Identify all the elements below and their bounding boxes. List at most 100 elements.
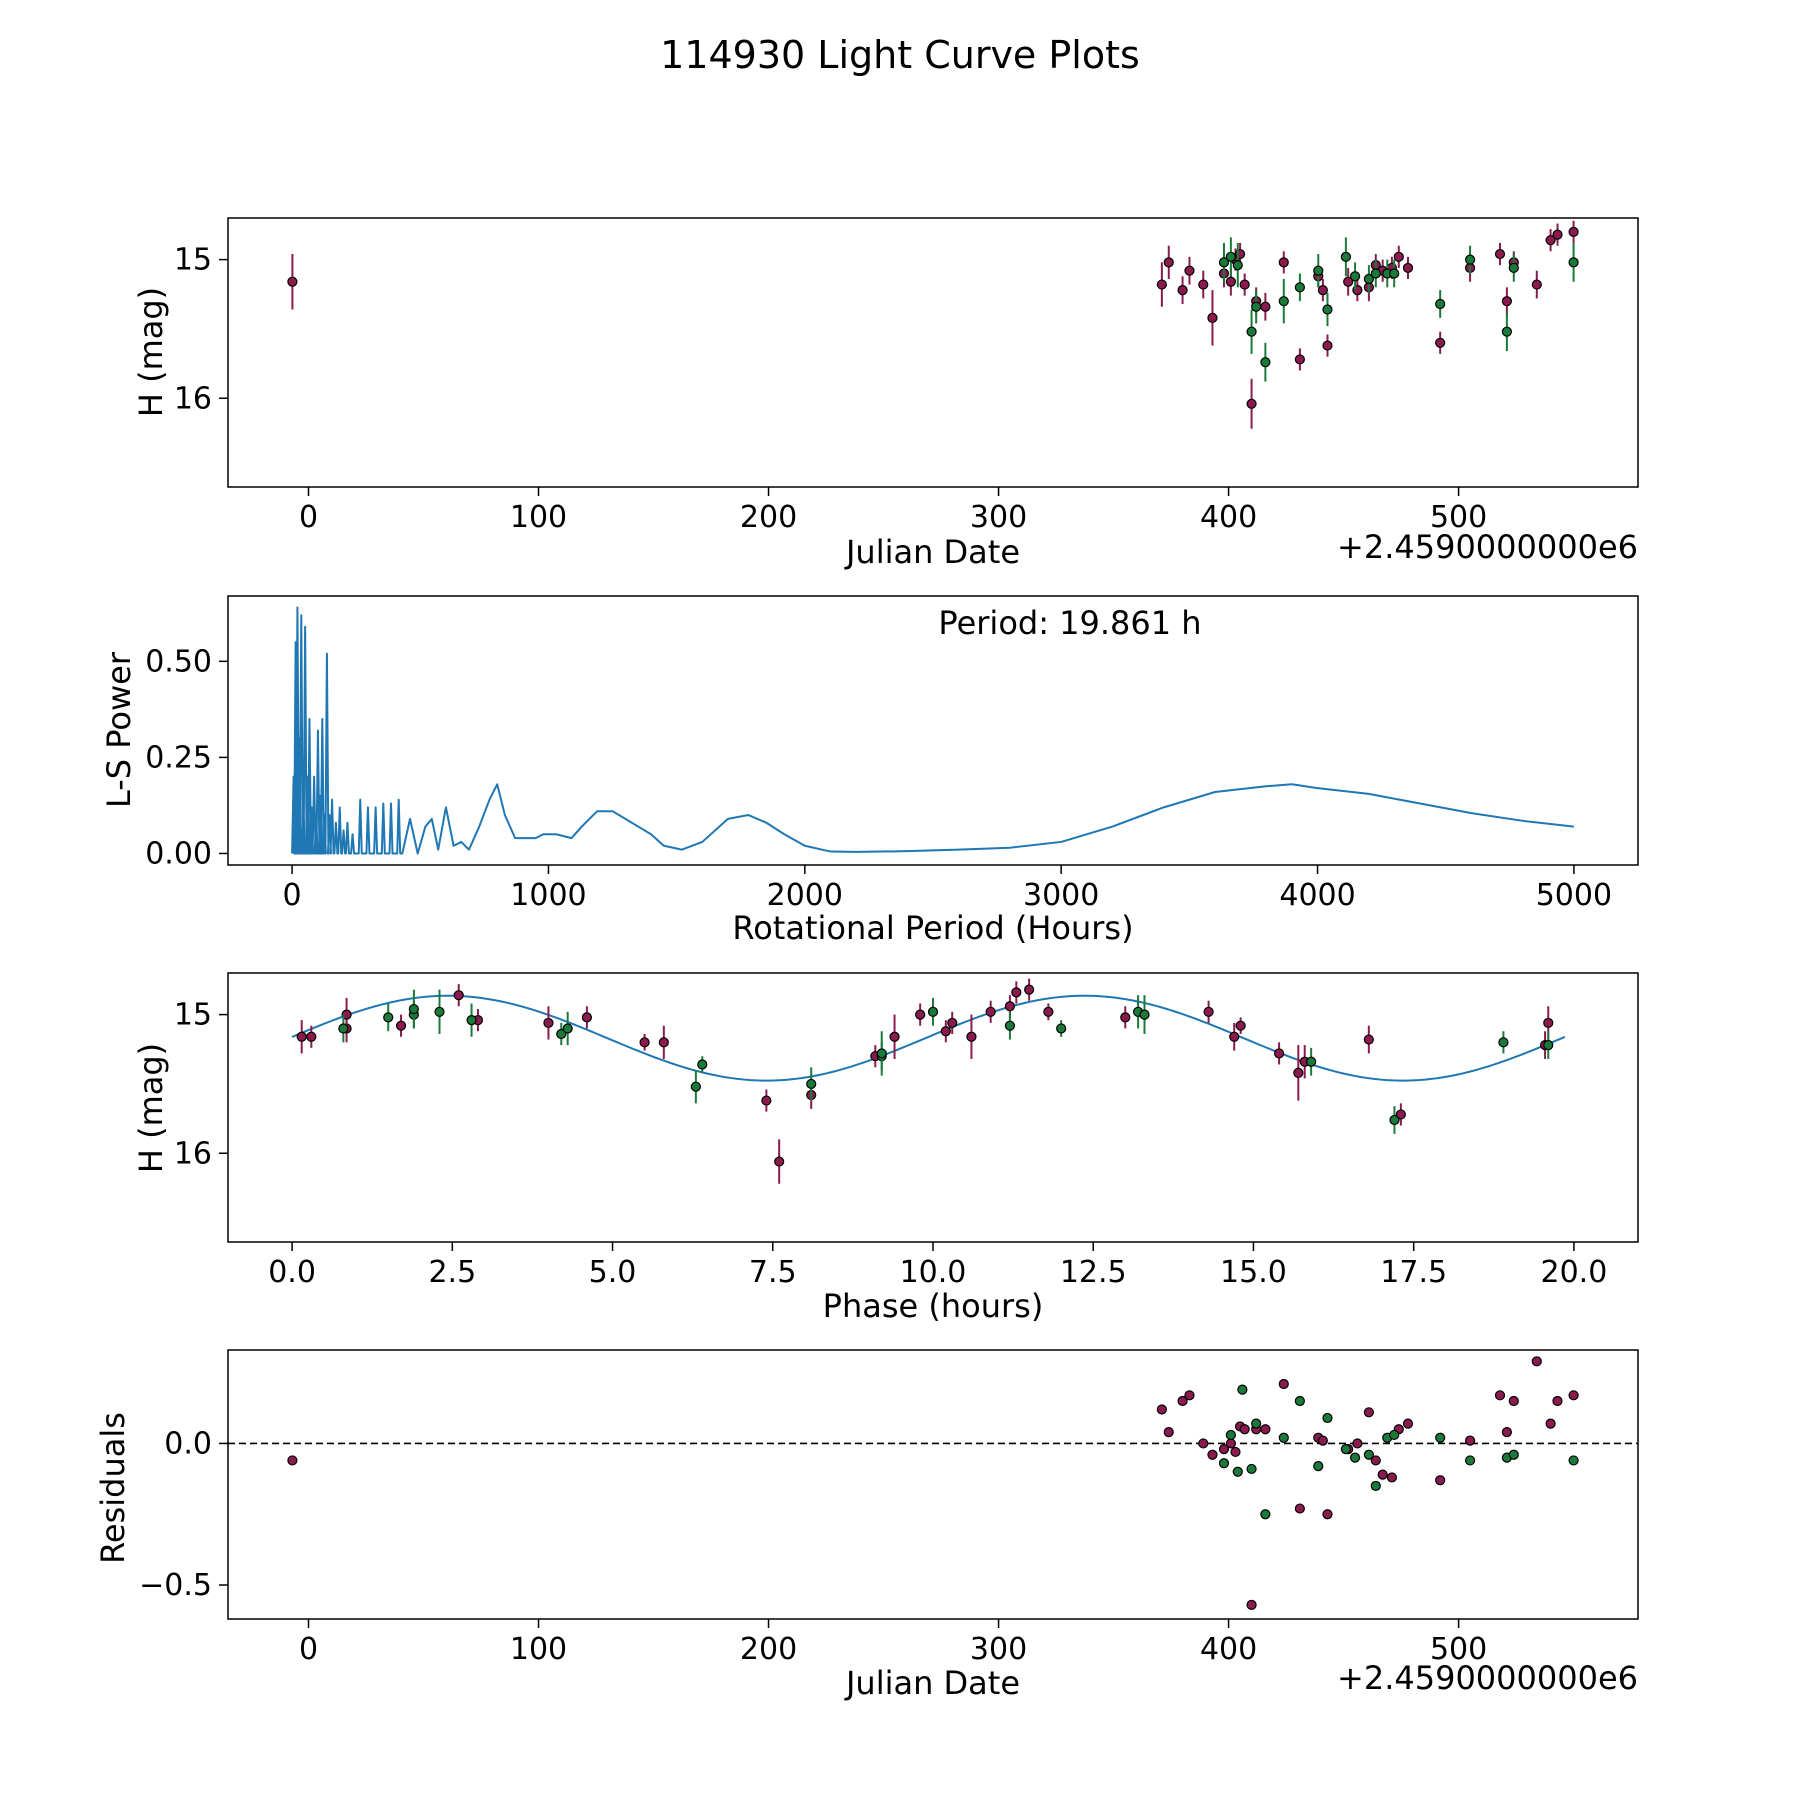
residuals-x-axis-label: Julian Date — [844, 1664, 1020, 1702]
phase-point — [774, 1156, 785, 1167]
raw-x-tick-label: 100 — [510, 500, 567, 535]
raw-point — [1508, 262, 1519, 274]
phase-point — [658, 1037, 669, 1048]
residual-point — [1349, 1452, 1361, 1463]
residual-point — [1340, 1444, 1351, 1455]
residual-point — [1225, 1429, 1236, 1441]
residual-point — [1386, 1472, 1397, 1483]
phase-point — [296, 1031, 307, 1042]
raw-x-axis-label: Julian Date — [844, 533, 1020, 571]
periodogram-x-tick-label: 0 — [283, 878, 302, 913]
phase-x-tick-label: 17.5 — [1380, 1255, 1447, 1290]
raw-point — [1568, 226, 1579, 237]
raw-point — [1464, 254, 1476, 265]
raw-x-tick-label: 400 — [1200, 500, 1257, 535]
phase-point — [889, 1031, 900, 1042]
phase-point — [966, 1031, 977, 1042]
raw-light-curve-panel: 0 100 200 300 400 500 15 16 Julian Date +2.4590… — [132, 217, 1639, 571]
phase-point — [1498, 1037, 1509, 1048]
raw-point — [1198, 279, 1209, 290]
raw-point — [1207, 312, 1218, 323]
residual-point — [1501, 1427, 1512, 1438]
residual-point — [1322, 1509, 1333, 1520]
raw-point — [1225, 276, 1236, 287]
phase-point — [581, 1012, 593, 1023]
phase-point — [1235, 1020, 1246, 1031]
residual-point — [1568, 1390, 1579, 1401]
phase-point — [1543, 1040, 1554, 1051]
residual-point — [1464, 1455, 1476, 1466]
residual-point — [1402, 1418, 1414, 1429]
phase-y-tick-label: 15 — [174, 998, 212, 1033]
phase-point — [1011, 987, 1022, 998]
raw-point — [1251, 301, 1262, 312]
phase-point — [543, 1017, 554, 1029]
phase-point — [383, 1012, 394, 1023]
residual-point — [1313, 1460, 1324, 1472]
residual-point — [1278, 1378, 1289, 1390]
residual-point — [1260, 1424, 1271, 1435]
raw-point — [1239, 279, 1250, 290]
periodogram-line — [291, 606, 1575, 855]
periodogram-x-tick-label: 5000 — [1536, 878, 1612, 913]
periodogram-x-tick-label: 4000 — [1279, 878, 1355, 913]
raw-y-tick-label: 15 — [174, 243, 212, 278]
raw-point — [1278, 257, 1289, 268]
phase-point — [556, 1028, 567, 1040]
phase-point — [306, 1031, 317, 1042]
residuals-x-tick-label: 300 — [970, 1632, 1027, 1667]
raw-point — [1501, 296, 1512, 307]
residuals-y-axis-label: Residuals — [94, 1412, 132, 1564]
residual-point — [1322, 1412, 1333, 1424]
phase-point — [466, 1015, 477, 1026]
raw-x-tick-label: 200 — [740, 500, 797, 535]
residual-point — [1435, 1475, 1446, 1486]
phase-point — [562, 1023, 573, 1034]
phase-point — [985, 1006, 996, 1017]
phase-x-tick-label: 5.0 — [589, 1255, 637, 1290]
period-annotation: Period: 19.861 h — [938, 604, 1201, 642]
raw-point — [1294, 282, 1305, 293]
raw-point — [1435, 298, 1446, 310]
raw-point — [1363, 273, 1374, 285]
phase-point — [453, 990, 464, 1001]
residual-point — [1218, 1458, 1230, 1469]
phase-point — [927, 1006, 939, 1017]
raw-point — [1278, 296, 1289, 307]
raw-point — [1435, 337, 1446, 348]
residual-point — [1464, 1435, 1476, 1446]
phase-point — [1056, 1023, 1067, 1034]
figure-title: 114930 Light Curve Plots — [660, 33, 1140, 77]
raw-point — [1246, 398, 1257, 409]
raw-point — [1246, 326, 1257, 337]
phase-point — [697, 1059, 708, 1070]
residual-point — [287, 1455, 298, 1466]
phase-x-tick-label: 12.5 — [1060, 1255, 1127, 1290]
phase-point — [1363, 1034, 1374, 1045]
phase-point — [940, 1026, 951, 1037]
phase-point — [1004, 1001, 1016, 1012]
phase-point — [1139, 1009, 1150, 1020]
raw-point — [1322, 340, 1333, 351]
residual-point — [1352, 1438, 1363, 1449]
residual-point — [1370, 1455, 1381, 1466]
residual-point — [1260, 1509, 1271, 1520]
residual-point — [1207, 1449, 1218, 1460]
phase-point — [1024, 984, 1035, 995]
phase-point — [1543, 1017, 1554, 1029]
phase-point — [1043, 1006, 1054, 1017]
residual-point — [1317, 1435, 1328, 1446]
periodogram-y-tick-label: 0.50 — [145, 644, 212, 679]
phase-point — [915, 1009, 926, 1020]
phase-point — [761, 1095, 772, 1106]
raw-point — [1322, 304, 1333, 315]
raw-point — [1340, 251, 1351, 262]
periodogram-x-tick-label: 3000 — [1023, 878, 1099, 913]
phase-point — [395, 1020, 407, 1031]
residual-point — [1389, 1429, 1400, 1441]
raw-point — [1260, 301, 1271, 312]
raw-point — [1531, 279, 1542, 290]
phase-point — [690, 1081, 701, 1092]
raw-point — [1389, 268, 1400, 279]
